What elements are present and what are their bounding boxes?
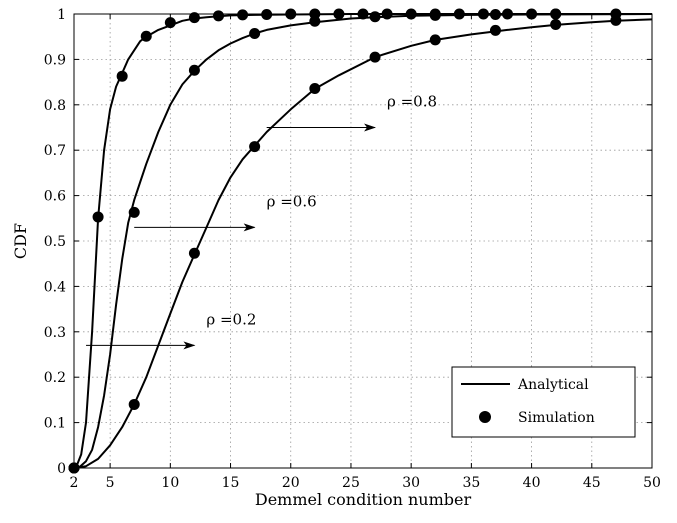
simulation-point [489, 8, 501, 20]
x-tick-label: 50 [643, 475, 661, 491]
simulation-point [453, 8, 465, 20]
simulation-point [610, 14, 622, 26]
annotation-label: ρ =0.2 [206, 310, 256, 328]
simulation-point [68, 462, 80, 474]
x-tick-label: 15 [222, 475, 240, 491]
y-tick-label: 0.9 [44, 52, 66, 68]
legend: Analytical Simulation [451, 366, 636, 438]
y-tick-label: 0.2 [44, 370, 66, 386]
x-axis-label: Demmel condition number [255, 490, 472, 509]
simulation-markers [68, 8, 622, 474]
y-tick-label: 0.6 [44, 189, 66, 205]
y-tick-label: 0.4 [44, 279, 66, 295]
x-tick-label: 5 [106, 475, 115, 491]
x-tick-label: 25 [342, 475, 360, 491]
simulation-point [237, 9, 249, 21]
simulation-point [249, 28, 261, 40]
simulation-point [140, 30, 152, 42]
simulation-point [526, 8, 538, 20]
y-tick-label: 0.7 [44, 143, 66, 159]
simulation-point [164, 17, 176, 29]
simulation-point [550, 8, 562, 20]
simulation-point [489, 24, 501, 36]
simulation-point [405, 8, 417, 20]
simulation-point [369, 51, 381, 63]
simulation-point [188, 64, 200, 76]
x-tick-label: 10 [161, 475, 179, 491]
legend-entry-simulation: Simulation [518, 410, 595, 426]
simulation-point [550, 18, 562, 30]
simulation-point [502, 8, 513, 20]
legend-marker-swatch [479, 411, 491, 423]
y-tick-label: 0 [57, 461, 66, 477]
simulation-point [188, 247, 200, 259]
analytical-line-1 [73, 13, 653, 469]
y-tick-label: 0.3 [44, 325, 66, 341]
simulation-point [116, 70, 128, 82]
x-tick-label: 40 [523, 475, 541, 491]
simulation-point [213, 10, 224, 22]
axis-ticks: 2 5 10 15 20 25 30 35 40 45 5000.10.20.30.40.50.60… [44, 7, 661, 491]
simulation-point [309, 15, 321, 27]
simulation-point [285, 8, 297, 20]
annotations: ρ =0.8 ρ =0.6 ρ =0.2 [86, 93, 437, 350]
y-tick-label: 0.1 [44, 416, 66, 432]
x-tick-label: 20 [282, 475, 300, 491]
simulation-point [357, 8, 369, 20]
simulation-point [249, 141, 261, 153]
x-tick-label: 35 [462, 475, 480, 491]
simulation-point [128, 206, 140, 218]
y-axis-label: CDF [11, 223, 30, 259]
simulation-point [188, 12, 200, 24]
x-tick-label: 45 [583, 475, 601, 491]
simulation-point [92, 211, 104, 223]
simulation-point [333, 8, 345, 20]
y-tick-label: 0.5 [44, 234, 66, 250]
simulation-point [429, 34, 441, 46]
x-tick-label: 30 [402, 475, 420, 491]
simulation-point [261, 8, 273, 20]
simulation-point [429, 9, 441, 21]
y-tick-label: 0.8 [44, 98, 66, 114]
y-tick-label: 1 [57, 7, 66, 23]
simulation-point [381, 8, 393, 20]
legend-entry-analytical: Analytical [517, 377, 589, 393]
simulation-point [477, 8, 489, 20]
simulation-point [369, 11, 381, 23]
legend-box [451, 366, 636, 438]
x-tick-label: 2 [70, 475, 79, 491]
annotation-label: ρ =0.8 [387, 93, 437, 111]
simulation-point [309, 82, 321, 94]
annotation-label: ρ =0.6 [267, 192, 317, 210]
simulation-point [128, 398, 140, 410]
